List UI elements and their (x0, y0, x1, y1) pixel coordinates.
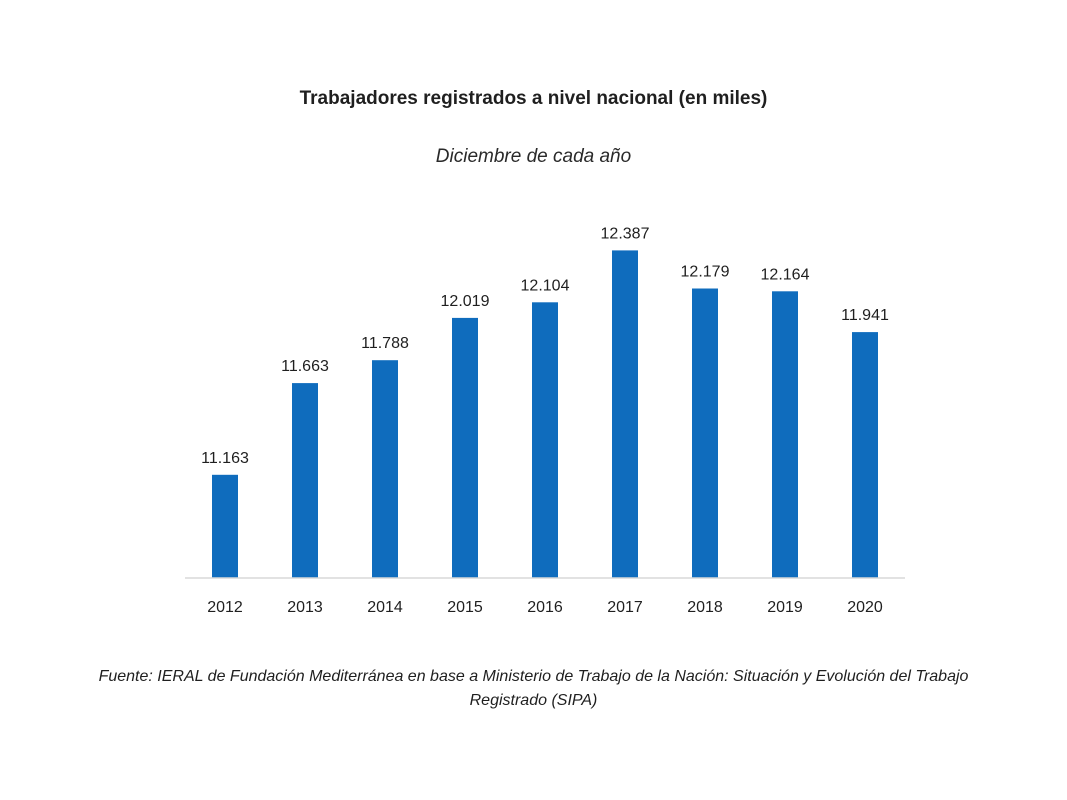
x-tick-label-2020: 2020 (847, 599, 883, 616)
x-tick-label-2015: 2015 (447, 599, 483, 616)
chart-source-note: Fuente: IERAL de Fundación Mediterránea … (98, 668, 969, 709)
data-label-2018: 12.179 (681, 264, 730, 281)
data-label-2019: 12.164 (761, 266, 810, 283)
data-label-2012: 11.163 (201, 450, 249, 467)
bar-2012 (212, 474, 238, 578)
value-labels-group: 11.163 11.663 11.788 12.019 12.104 12.387 12.1… (201, 225, 889, 466)
bar-2015 (452, 317, 478, 578)
x-tick-label-2018: 2018 (687, 599, 723, 616)
x-tick-labels-group: 2012 2013 2014 2015 2016 2017 2018 2019 2020 (207, 599, 883, 616)
bar-2018 (692, 288, 718, 578)
chart-subtitle: Diciembre de cada año (435, 146, 632, 167)
data-label-2020: 11.941 (841, 307, 889, 324)
bar-2017 (612, 250, 638, 578)
data-label-2015: 12.019 (441, 293, 490, 310)
data-label-2017: 12.387 (601, 225, 650, 242)
bars-group (212, 250, 878, 578)
data-label-2013: 11.663 (281, 358, 329, 375)
x-tick-label-2012: 2012 (207, 599, 243, 616)
chart-title: Trabajadores registrados a nivel naciona… (299, 88, 768, 109)
bar-2016 (532, 302, 558, 578)
data-label-2016: 12.104 (521, 277, 570, 294)
x-tick-label-2013: 2013 (287, 599, 323, 616)
data-label-2014: 11.788 (361, 335, 409, 352)
bar-2020 (852, 332, 878, 578)
x-tick-label-2016: 2016 (527, 599, 563, 616)
x-tick-label-2017: 2017 (607, 599, 643, 616)
bar-2013 (292, 383, 318, 578)
x-tick-label-2019: 2019 (767, 599, 803, 616)
x-tick-label-2014: 2014 (367, 599, 403, 616)
bar-2014 (372, 360, 398, 578)
bar-2019 (772, 291, 798, 578)
